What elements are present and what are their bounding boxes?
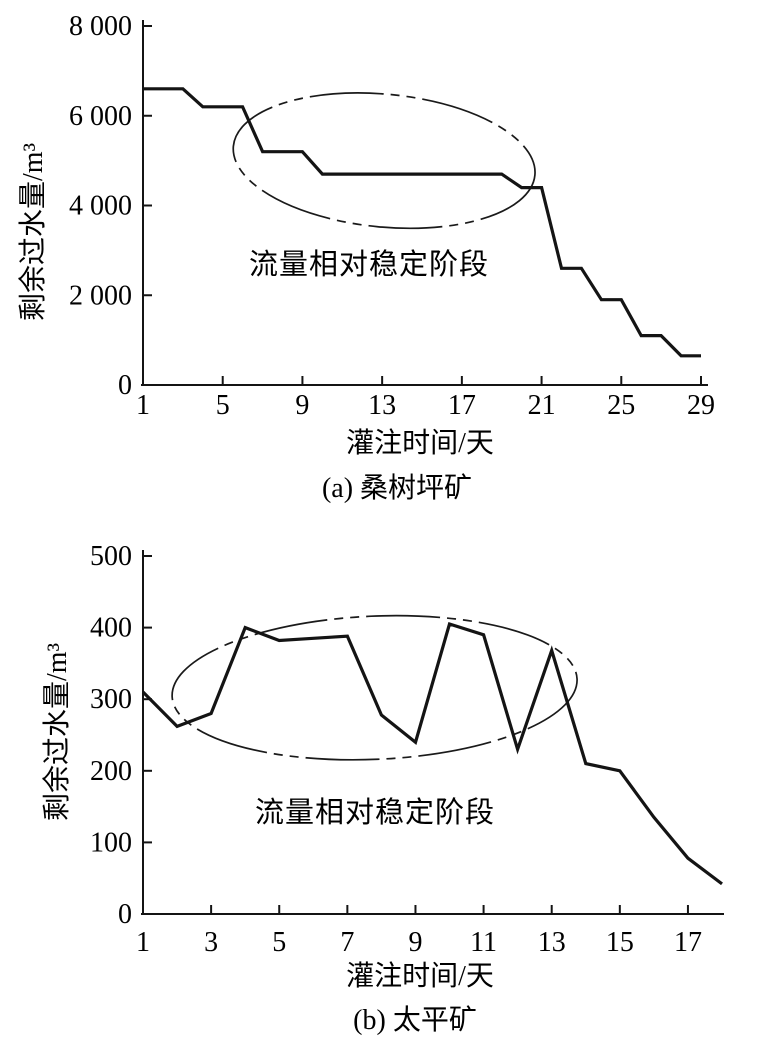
- y-tick-label: 100: [90, 827, 132, 858]
- x-tick-label: 5: [216, 390, 230, 421]
- y-axis-label: 剩余过水量/m³: [17, 143, 49, 321]
- y-tick-label: 400: [90, 613, 132, 644]
- y-tick-label: 4 000: [69, 191, 132, 222]
- y-tick-label: 2 000: [69, 280, 132, 311]
- plot-area-a: 1 5 9 13 17 21 25 29 0 2 000 4 000 6 000 8 000: [69, 11, 715, 421]
- y-tick-label: 500: [90, 541, 132, 572]
- x-tick-label: 17: [448, 390, 476, 421]
- x-tick-label: 3: [204, 927, 218, 958]
- y-axis-label: 剩余过水量/m³: [41, 643, 73, 821]
- y-tick-label: 6 000: [69, 101, 132, 132]
- chart-panel-a: 1 5 9 13 17 21 25 29 0 2 000 4 000 6 000 8 000 剩余过水量…: [17, 11, 715, 504]
- x-tick-label: 5: [272, 927, 286, 958]
- x-tick-label: 13: [538, 927, 566, 958]
- x-axis-label: 灌注时间/天: [346, 960, 494, 992]
- y-tick-label: 300: [90, 684, 132, 715]
- y-tick-label: 0: [118, 899, 132, 930]
- x-tick-label: 9: [408, 927, 422, 958]
- x-tick-label: 25: [607, 390, 635, 421]
- x-tick-label: 1: [136, 927, 150, 958]
- panel-caption: (a) 桑树坪矿: [322, 472, 472, 504]
- x-tick-label: 13: [368, 390, 396, 421]
- x-axis-label: 灌注时间/天: [346, 427, 494, 459]
- x-tick-label: 15: [606, 927, 634, 958]
- x-tick-label: 11: [470, 927, 497, 958]
- stable-stage-ellipse: [232, 92, 536, 230]
- y-tick-label: 0: [118, 370, 132, 401]
- y-tick-label: 200: [90, 756, 132, 787]
- x-tick-label: 29: [687, 390, 715, 421]
- data-line: [143, 87, 701, 358]
- panel-caption: (b) 太平矿: [353, 1004, 477, 1036]
- x-tick-label: 7: [340, 927, 354, 958]
- stable-stage-ellipse: [171, 614, 578, 761]
- x-tick-label: 9: [295, 390, 309, 421]
- x-tick-label: 21: [528, 390, 556, 421]
- x-tick-label: 1: [136, 390, 150, 421]
- annotation-label: 流量相对稳定阶段: [255, 796, 495, 829]
- x-tick-label: 17: [674, 927, 702, 958]
- annotation-label: 流量相对稳定阶段: [249, 248, 489, 281]
- y-tick-label: 8 000: [69, 11, 132, 42]
- data-line: [141, 621, 723, 886]
